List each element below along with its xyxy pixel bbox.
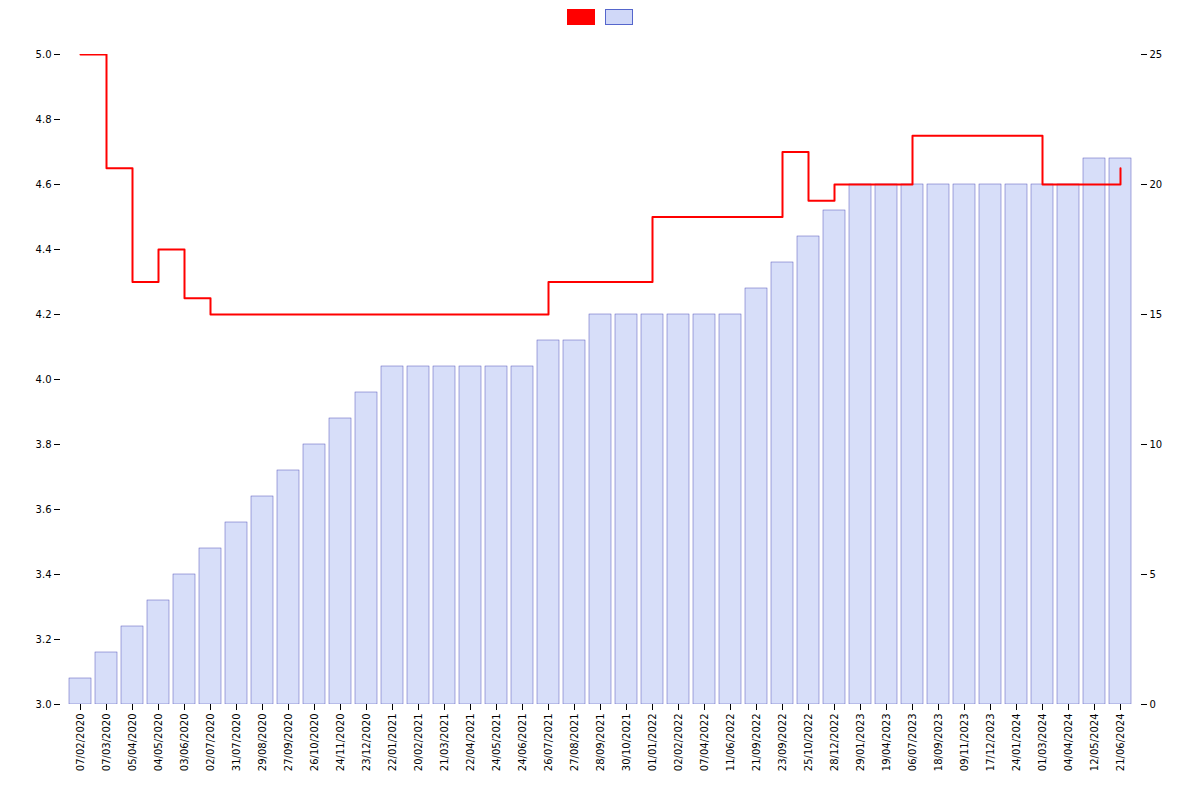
svg-text:25: 25 [1150,49,1163,60]
svg-text:18/09/2023: 18/09/2023 [933,714,944,772]
svg-text:30/10/2021: 30/10/2021 [621,714,632,772]
svg-text:02/02/2022: 02/02/2022 [673,714,684,772]
svg-text:5: 5 [1150,569,1156,580]
svg-text:06/07/2023: 06/07/2023 [907,714,918,772]
svg-text:01/03/2024: 01/03/2024 [1037,714,1048,772]
svg-text:26/10/2020: 26/10/2020 [309,714,320,772]
svg-text:21/03/2021: 21/03/2021 [439,714,450,772]
svg-text:22/04/2021: 22/04/2021 [465,714,476,772]
svg-text:3.2: 3.2 [36,634,52,645]
svg-text:01/01/2022: 01/01/2022 [647,714,658,772]
svg-text:25/10/2022: 25/10/2022 [803,714,814,772]
svg-text:4.6: 4.6 [36,179,52,190]
svg-text:04/05/2020: 04/05/2020 [153,714,164,772]
svg-text:4.2: 4.2 [36,309,52,320]
svg-text:21/09/2022: 21/09/2022 [751,714,762,772]
svg-text:4.8: 4.8 [36,114,52,125]
svg-text:5.0: 5.0 [36,49,52,60]
svg-text:4.4: 4.4 [36,244,52,255]
svg-text:11/06/2022: 11/06/2022 [725,714,736,772]
svg-text:21/06/2024: 21/06/2024 [1115,714,1126,772]
svg-text:0: 0 [1150,699,1156,710]
svg-text:20: 20 [1150,179,1163,190]
svg-text:3.6: 3.6 [36,504,52,515]
svg-text:28/12/2022: 28/12/2022 [829,714,840,772]
svg-text:20/02/2021: 20/02/2021 [413,714,424,772]
svg-text:3.0: 3.0 [36,699,52,710]
svg-text:3.8: 3.8 [36,439,52,450]
svg-text:02/07/2020: 02/07/2020 [205,714,216,772]
svg-text:07/03/2020: 07/03/2020 [101,714,112,772]
svg-text:05/04/2020: 05/04/2020 [127,714,138,772]
svg-text:27/08/2021: 27/08/2021 [569,714,580,772]
svg-text:4.0: 4.0 [36,374,52,385]
svg-text:29/08/2020: 29/08/2020 [257,714,268,772]
svg-text:22/01/2021: 22/01/2021 [387,714,398,772]
svg-text:10: 10 [1150,439,1163,450]
svg-text:19/04/2023: 19/04/2023 [881,714,892,772]
svg-text:27/09/2020: 27/09/2020 [283,714,294,772]
svg-text:26/07/2021: 26/07/2021 [543,714,554,772]
svg-text:23/12/2020: 23/12/2020 [361,714,372,772]
svg-text:23/09/2022: 23/09/2022 [777,714,788,772]
svg-text:04/04/2024: 04/04/2024 [1063,714,1074,772]
svg-text:24/06/2021: 24/06/2021 [517,714,528,772]
svg-text:29/01/2023: 29/01/2023 [855,714,866,772]
svg-text:07/04/2022: 07/04/2022 [699,714,710,772]
svg-text:24/01/2024: 24/01/2024 [1011,714,1022,772]
svg-text:12/05/2024: 12/05/2024 [1089,714,1100,772]
svg-text:24/05/2021: 24/05/2021 [491,714,502,772]
svg-text:17/12/2023: 17/12/2023 [985,714,996,772]
svg-text:24/11/2020: 24/11/2020 [335,714,346,772]
svg-text:3.4: 3.4 [36,569,52,580]
svg-text:07/02/2020: 07/02/2020 [75,714,86,772]
svg-text:28/09/2021: 28/09/2021 [595,714,606,772]
svg-text:09/11/2023: 09/11/2023 [959,714,970,772]
svg-text:31/07/2020: 31/07/2020 [231,714,242,772]
svg-text:03/06/2020: 03/06/2020 [179,714,190,772]
svg-text:15: 15 [1150,309,1163,320]
